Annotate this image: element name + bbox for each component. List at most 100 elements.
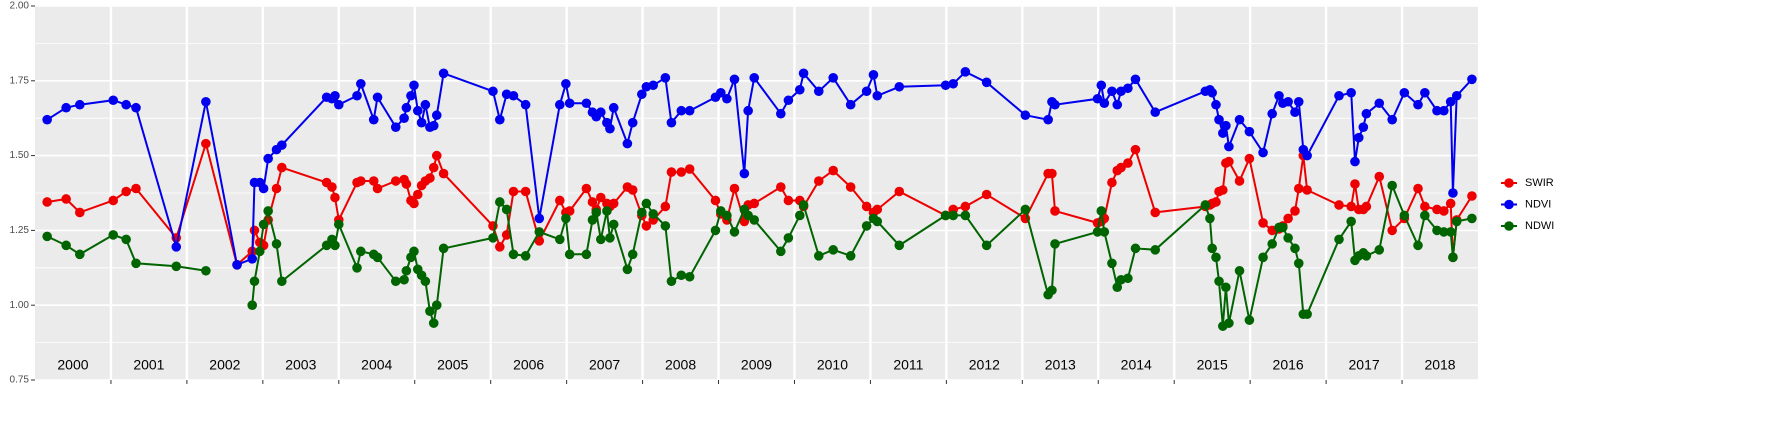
data-point — [684, 271, 695, 282]
legend-label: NDVI — [1525, 198, 1551, 210]
data-point — [861, 221, 872, 231]
data-point — [783, 95, 794, 106]
year-label: 2001 — [133, 357, 164, 373]
data-point — [372, 92, 383, 103]
data-point — [121, 234, 131, 245]
year-label: 2008 — [665, 357, 696, 373]
data-point — [648, 80, 659, 91]
data-point — [729, 183, 740, 194]
data-point — [798, 200, 809, 210]
y-tick-label: 1.75 — [10, 75, 30, 86]
data-point — [940, 80, 951, 91]
data-point — [368, 114, 379, 125]
data-point — [1258, 252, 1268, 263]
data-point — [587, 197, 598, 207]
data-point — [1420, 201, 1430, 212]
data-point — [401, 265, 412, 276]
year-label: 2016 — [1273, 357, 1304, 373]
data-point — [494, 242, 505, 252]
data-point — [1293, 96, 1304, 107]
data-point — [1467, 213, 1477, 224]
data-point — [940, 210, 951, 221]
data-point — [333, 219, 344, 230]
data-point — [131, 102, 141, 113]
data-point — [591, 207, 602, 218]
data-point — [1107, 86, 1117, 97]
legend-marker — [1504, 199, 1514, 210]
data-point — [1293, 183, 1304, 194]
data-point — [333, 99, 344, 110]
data-point — [776, 182, 786, 192]
data-point — [581, 249, 592, 260]
data-point — [121, 99, 131, 110]
data-point — [1092, 93, 1103, 104]
data-point — [1224, 141, 1234, 152]
data-point — [401, 102, 412, 113]
data-point — [1290, 107, 1300, 118]
data-point — [1020, 204, 1031, 215]
data-point — [1116, 162, 1126, 173]
data-point — [981, 240, 992, 251]
data-point — [1221, 120, 1231, 131]
data-point — [390, 176, 401, 186]
data-point — [1420, 210, 1430, 221]
data-point — [608, 102, 619, 113]
data-point — [872, 216, 883, 227]
data-point — [1112, 99, 1123, 110]
year-label: 2011 — [893, 357, 923, 373]
data-point — [1467, 191, 1477, 201]
data-point — [1374, 245, 1385, 255]
data-point — [488, 86, 498, 97]
data-point — [494, 197, 505, 207]
data-point — [534, 227, 545, 237]
data-point — [372, 183, 383, 194]
data-point — [1244, 315, 1255, 325]
data-point — [520, 186, 531, 197]
data-point — [356, 176, 366, 186]
data-point — [534, 213, 545, 224]
data-point — [416, 117, 427, 128]
data-point — [399, 113, 409, 123]
data-point — [171, 261, 182, 272]
data-point — [412, 105, 423, 116]
data-point — [749, 215, 760, 225]
data-point — [428, 120, 439, 131]
data-point — [554, 195, 565, 206]
data-point — [1374, 98, 1385, 109]
data-point — [608, 219, 619, 230]
data-point — [520, 99, 531, 110]
data-point — [399, 274, 409, 285]
data-point — [1130, 243, 1141, 254]
data-point — [729, 227, 740, 237]
data-point — [1218, 128, 1228, 138]
data-point — [828, 245, 839, 255]
data-point — [1290, 243, 1300, 254]
y-tick-label: 1.00 — [10, 300, 30, 311]
data-point — [1050, 99, 1060, 110]
data-point — [534, 236, 545, 246]
data-point — [743, 105, 753, 116]
data-point — [722, 210, 732, 221]
data-point — [739, 168, 750, 179]
data-point — [1302, 150, 1312, 161]
data-point — [1413, 99, 1423, 110]
data-point — [1050, 239, 1060, 249]
data-point — [637, 89, 647, 100]
data-point — [813, 251, 824, 261]
data-point — [1350, 156, 1360, 167]
data-point — [660, 73, 671, 83]
data-point — [1278, 222, 1288, 233]
data-point — [676, 167, 687, 177]
data-point — [1451, 90, 1462, 101]
data-point — [368, 176, 379, 186]
data-point — [1353, 132, 1364, 143]
data-point — [420, 276, 431, 287]
data-point — [1047, 168, 1057, 179]
data-point — [1112, 282, 1123, 293]
data-point — [1283, 213, 1293, 224]
data-point — [710, 225, 721, 236]
year-label: 2004 — [361, 357, 392, 373]
data-point — [828, 73, 839, 83]
year-label: 2007 — [589, 357, 620, 373]
data-point — [271, 239, 282, 249]
